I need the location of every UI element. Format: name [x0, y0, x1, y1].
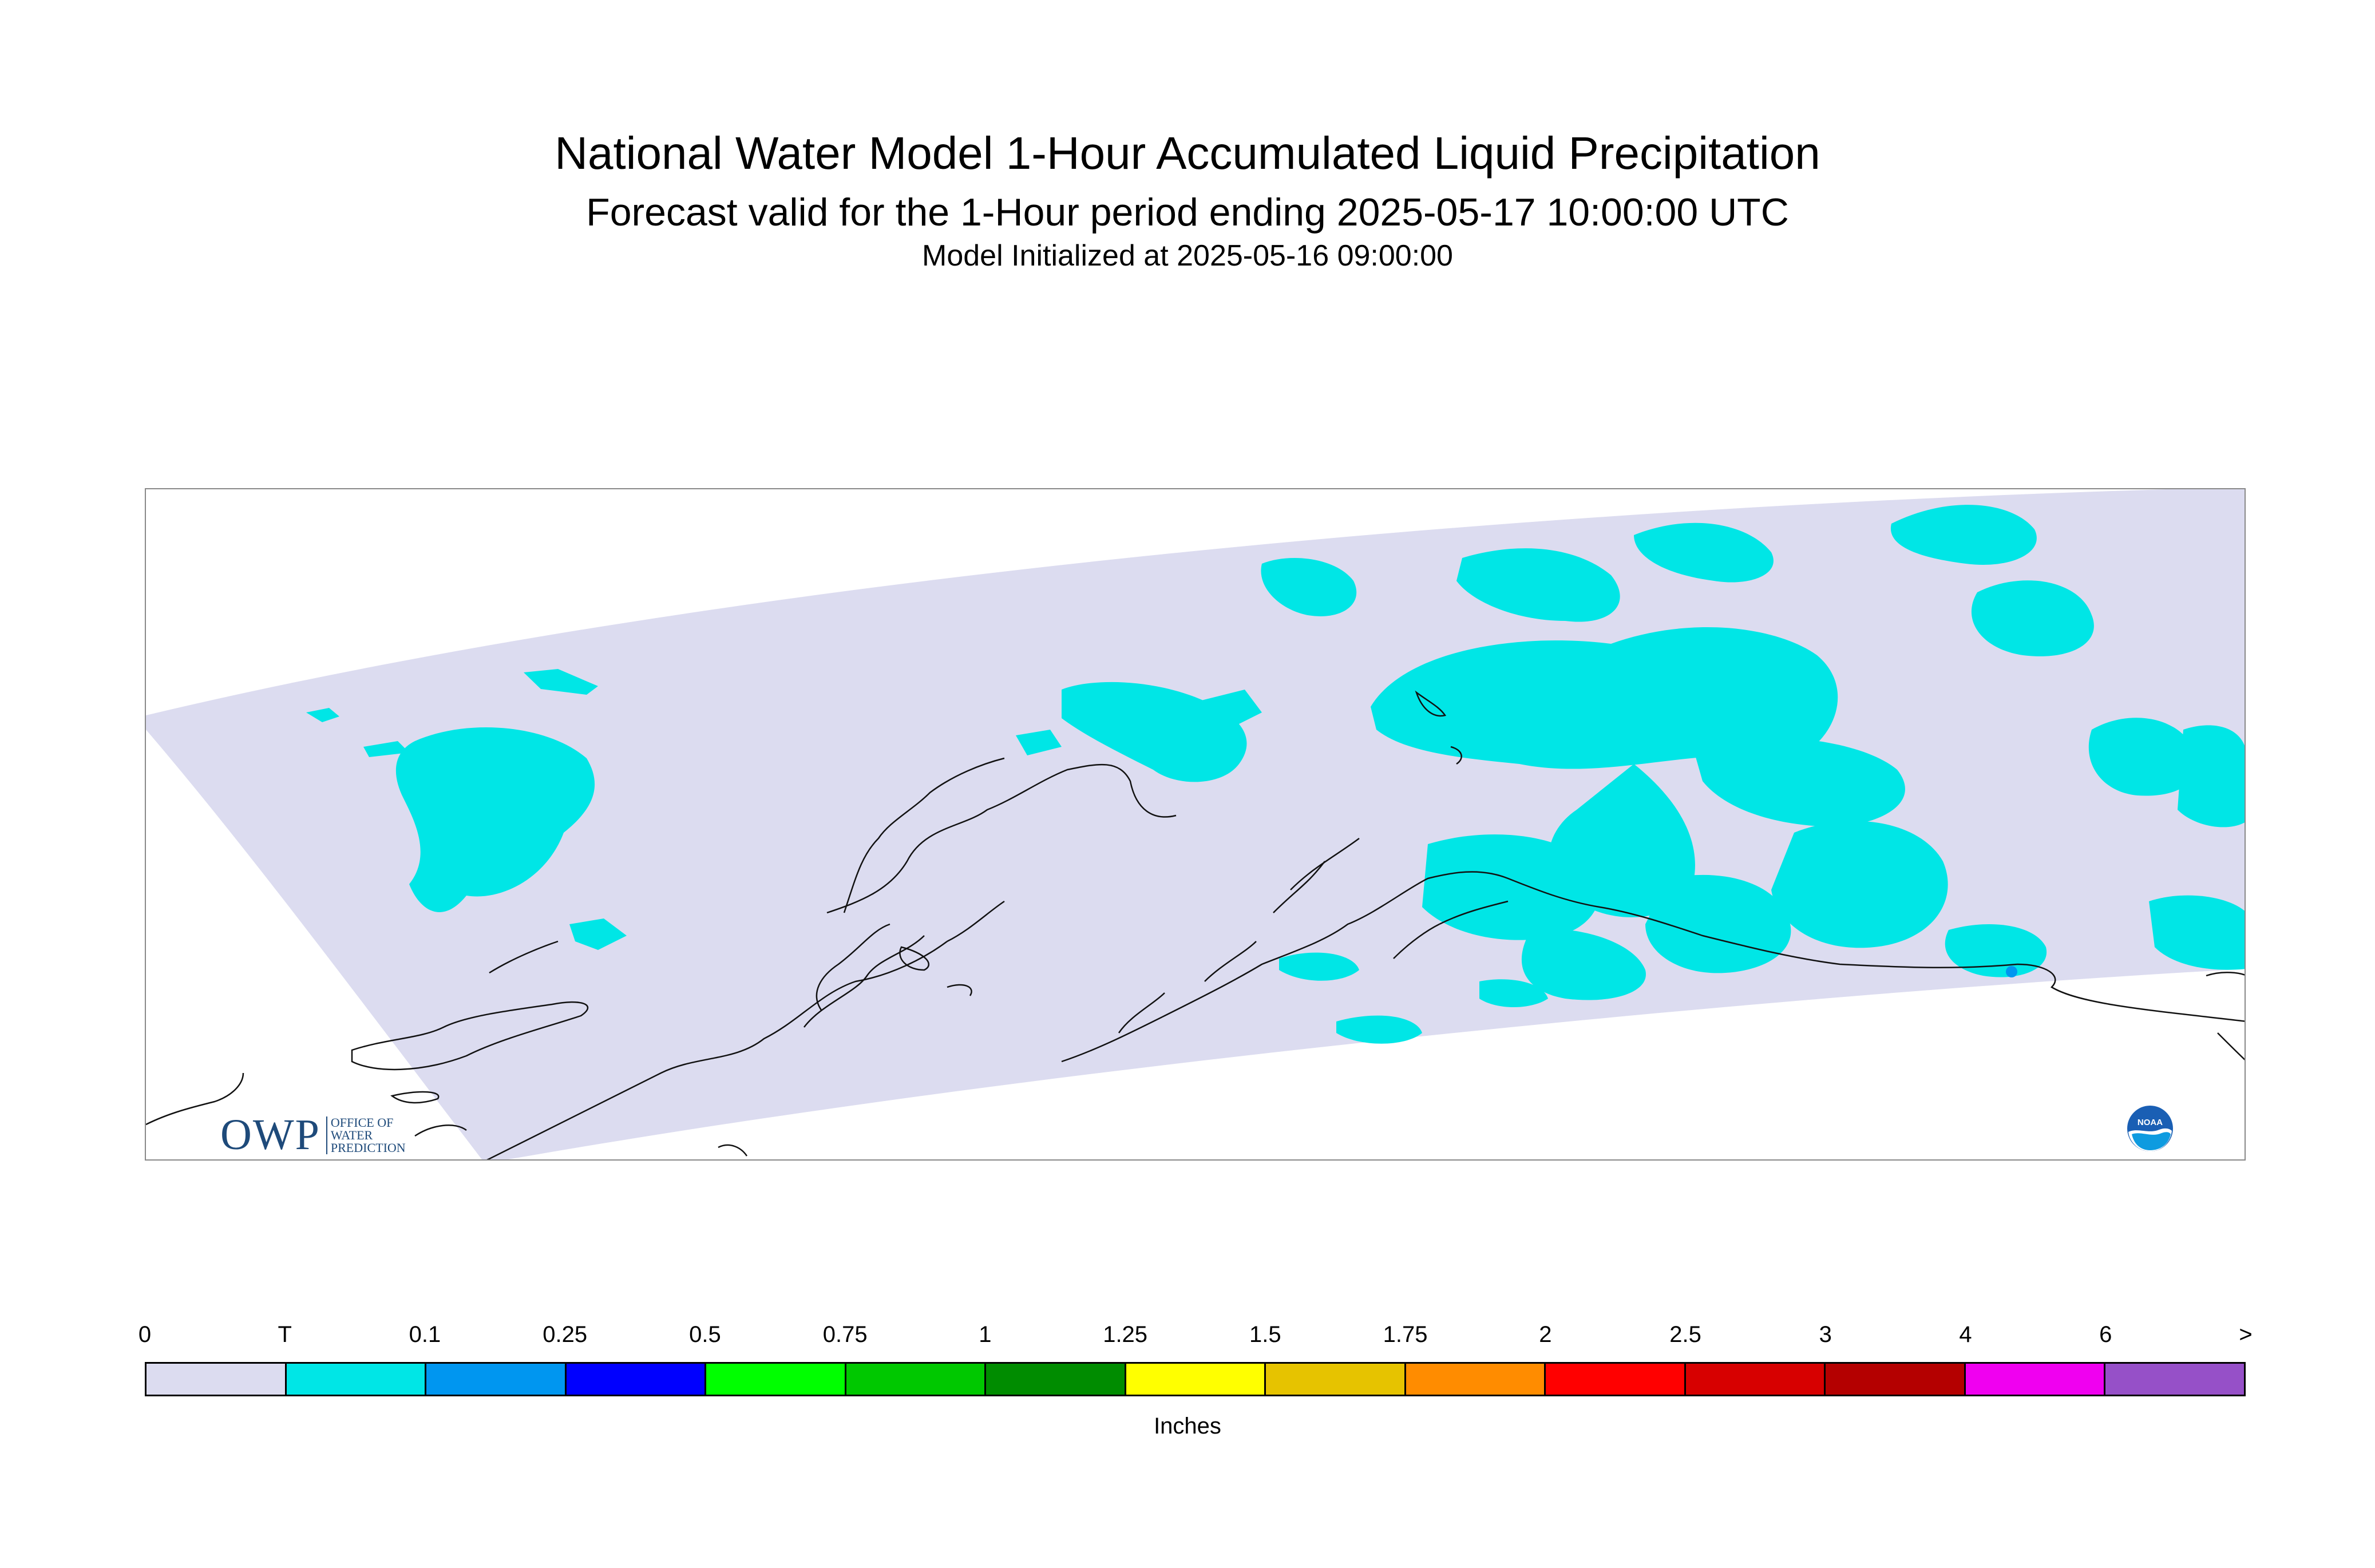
legend-swatch [566, 1364, 707, 1395]
legend-swatch [1685, 1364, 1826, 1395]
legend-swatch [2105, 1364, 2244, 1395]
legend-swatch [1546, 1364, 1686, 1395]
noaa-logo: NOAA [2127, 1106, 2173, 1151]
legend-tick-label: 1.25 [1103, 1322, 1148, 1347]
owp-logo-mark: OWP [220, 1111, 320, 1159]
legend-tick-label: 1.75 [1383, 1322, 1428, 1347]
legend-swatch [1126, 1364, 1266, 1395]
legend-tick-label: > [2239, 1322, 2253, 1347]
precipitation-map: OWP OFFICE OF WATER PREDICTION NOAA [145, 488, 2246, 1161]
map-canvas [146, 489, 2245, 1159]
legend-tick-label: 4 [1959, 1322, 1972, 1347]
legend-tick-label: 0.5 [689, 1322, 721, 1347]
model-init-time: Model Initialized at 2025-05-16 09:00:00 [922, 239, 1453, 272]
coastlines [146, 690, 2245, 1159]
owp-logo-line: PREDICTION [330, 1140, 406, 1155]
precip-legend [145, 1362, 2246, 1396]
legend-units: Inches [1154, 1413, 1221, 1439]
legend-tick-label: 2 [1539, 1322, 1552, 1347]
noaa-logo-text: NOAA [2138, 1118, 2163, 1127]
legend-swatch [426, 1364, 567, 1395]
legend-tick-label: 1 [979, 1322, 992, 1347]
legend-swatch [286, 1364, 427, 1395]
legend-tick-label: T [278, 1322, 292, 1347]
legend-tick-label: 2.5 [1669, 1322, 1701, 1347]
legend-tick-label: 0.25 [543, 1322, 588, 1347]
legend-tick-label: 6 [2099, 1322, 2112, 1347]
owp-logo: OWP OFFICE OF WATER PREDICTION [220, 1110, 406, 1159]
legend-swatch [706, 1364, 846, 1395]
light-precip-spot [2006, 966, 2017, 977]
map-subtitle: Forecast valid for the 1-Hour period end… [586, 191, 1789, 234]
owp-logo-line: OFFICE OF [330, 1115, 394, 1130]
legend-tick-label: 0 [138, 1322, 152, 1347]
map-title: National Water Model 1-Hour Accumulated … [555, 128, 1820, 179]
legend-tick-label: 1.5 [1249, 1322, 1281, 1347]
legend-tick-label: 0.1 [409, 1322, 441, 1347]
legend-tick-label: 3 [1819, 1322, 1832, 1347]
legend-tick-label: 0.75 [822, 1322, 868, 1347]
legend-swatch [986, 1364, 1126, 1395]
legend-swatch [1826, 1364, 1966, 1395]
legend-swatch [1406, 1364, 1546, 1395]
owp-logo-line: WATER [330, 1127, 373, 1142]
legend-swatch [1965, 1364, 2106, 1395]
owp-logo-text: OFFICE OF WATER PREDICTION [326, 1116, 406, 1154]
legend-swatch [846, 1364, 987, 1395]
legend-swatch [1266, 1364, 1406, 1395]
legend-swatch [147, 1364, 287, 1395]
